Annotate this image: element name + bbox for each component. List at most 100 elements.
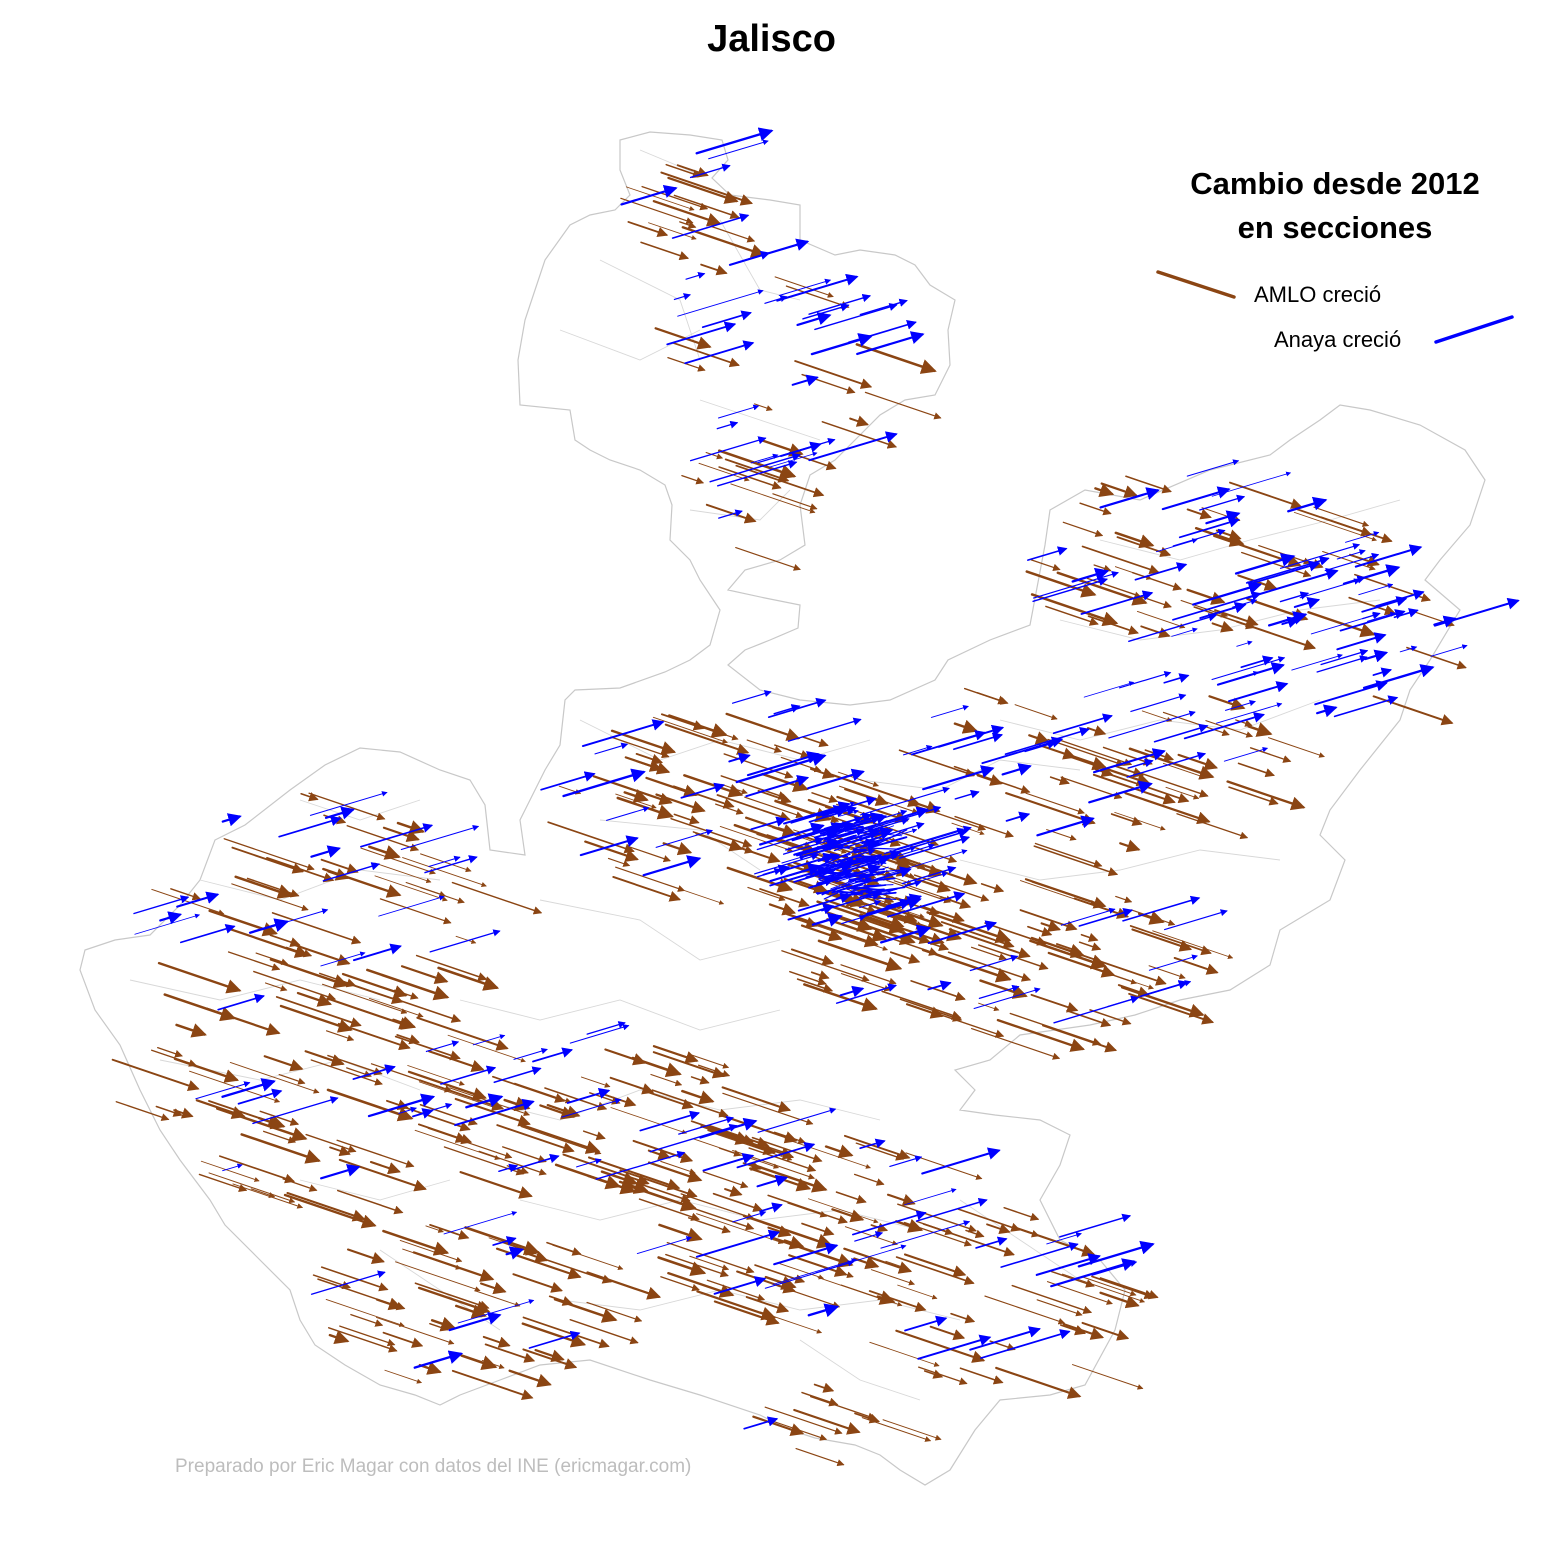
amlo-arrow [922, 1223, 1015, 1257]
amlo-arrow [1313, 506, 1370, 527]
amlo-arrow [652, 1051, 726, 1079]
anaya-arrow [728, 752, 751, 765]
amlo-arrow [954, 815, 1014, 838]
amlo-arrow [747, 886, 786, 902]
amlo-arrow [282, 1178, 318, 1192]
anaya-arrow [1140, 980, 1189, 997]
anaya-arrow [867, 805, 942, 830]
amlo-arrow [783, 1235, 805, 1250]
anaya-arrow [1127, 758, 1154, 769]
anaya-arrow [134, 913, 201, 935]
anaya-arrow [465, 1093, 504, 1109]
amlo-arrow [336, 1139, 415, 1168]
anaya-arrow [378, 895, 445, 917]
anaya-arrow [816, 846, 850, 849]
amlo-arrow [1087, 615, 1139, 635]
amlo-arrow [638, 1198, 700, 1221]
amlo-arrow [368, 997, 424, 1018]
amlo-arrow [1070, 754, 1108, 771]
anaya-arrow [1128, 613, 1218, 643]
amlo-arrow [696, 1290, 777, 1321]
anaya-arrow [927, 920, 998, 944]
anaya-arrow [505, 1246, 525, 1260]
anaya-arrow [808, 293, 872, 315]
amlo-arrow [607, 857, 631, 867]
amlo-arrow [817, 1277, 883, 1301]
amlo-arrow [198, 1173, 248, 1192]
amlo-arrow [690, 1075, 710, 1085]
anaya-arrow [885, 893, 923, 908]
anaya-arrow [859, 1138, 886, 1150]
anaya-arrow [825, 828, 849, 833]
anaya-arrow [1153, 723, 1209, 743]
anaya-arrow [1268, 611, 1308, 627]
amlo-arrow [899, 998, 963, 1022]
amlo-arrow [619, 1169, 698, 1199]
amlo-arrow [321, 983, 408, 1015]
anaya-arrow [708, 139, 769, 160]
amlo-arrow [338, 1158, 427, 1192]
amlo-arrow [635, 752, 664, 765]
amlo-arrow [455, 935, 477, 944]
amlo-arrow [718, 466, 782, 490]
amlo-arrow [1030, 936, 1085, 959]
map-title: Jalisco [707, 18, 836, 60]
amlo-arrow [781, 950, 870, 982]
amlo-arrow [697, 1064, 731, 1078]
amlo-arrow [910, 980, 966, 1001]
amlo-arrow [811, 792, 839, 804]
amlo-arrow [1180, 599, 1229, 618]
anaya-arrow [454, 1098, 535, 1127]
amlo-arrow [767, 1194, 848, 1224]
amlo-arrow [173, 1057, 240, 1083]
amlo-arrow [255, 952, 289, 965]
anaya-arrow [835, 886, 861, 900]
amlo-arrow [1025, 792, 1085, 815]
anaya-arrow [1172, 591, 1262, 621]
amlo-arrow [718, 1147, 742, 1157]
amlo-arrow [1078, 941, 1102, 951]
amlo-arrow [995, 1366, 1082, 1399]
amlo-arrow [1086, 577, 1172, 609]
anaya-arrow [400, 824, 480, 851]
anaya-arrow [717, 404, 760, 419]
amlo-arrow [569, 1319, 639, 1345]
anaya-arrow [841, 915, 866, 925]
amlo-arrow [520, 1123, 601, 1154]
amlo-arrow [641, 185, 709, 211]
amlo-arrow [1124, 792, 1211, 825]
amlo-arrow [1045, 605, 1099, 626]
amlo-arrow [724, 1185, 743, 1197]
amlo-arrow [623, 788, 649, 803]
anaya-arrow [1316, 704, 1338, 718]
amlo-arrow [1031, 881, 1096, 905]
amlo-arrow [773, 1131, 806, 1144]
anaya-arrow [904, 1315, 948, 1332]
amlo-arrow [415, 954, 488, 981]
anaya-arrow [1035, 1253, 1101, 1276]
amlo-arrow [402, 857, 487, 888]
amlo-arrow [965, 1229, 985, 1239]
amlo-arrow [264, 982, 288, 992]
legend-amlo-swatch [1156, 270, 1236, 299]
anaya-arrow [1234, 553, 1296, 575]
anaya-arrow [1134, 562, 1188, 581]
anaya-arrow [1050, 1258, 1136, 1288]
anaya-arrow [871, 829, 908, 848]
anaya-arrow [927, 980, 952, 991]
amlo-arrow [839, 785, 919, 815]
anaya-arrow [776, 273, 859, 302]
anaya-arrow [917, 1334, 992, 1360]
amlo-arrow [414, 1129, 501, 1160]
anaya-arrow [841, 893, 864, 897]
amlo-arrow [1042, 1024, 1118, 1053]
amlo-arrow [810, 970, 830, 980]
anaya-arrow [1339, 609, 1406, 632]
anaya-arrow [1032, 577, 1109, 603]
amlo-arrow [484, 1343, 536, 1363]
amlo-arrow [898, 749, 976, 778]
anaya-arrow [856, 855, 897, 859]
amlo-arrow [780, 756, 822, 773]
amlo-arrow [1131, 928, 1193, 952]
amlo-arrow [1066, 1009, 1112, 1028]
